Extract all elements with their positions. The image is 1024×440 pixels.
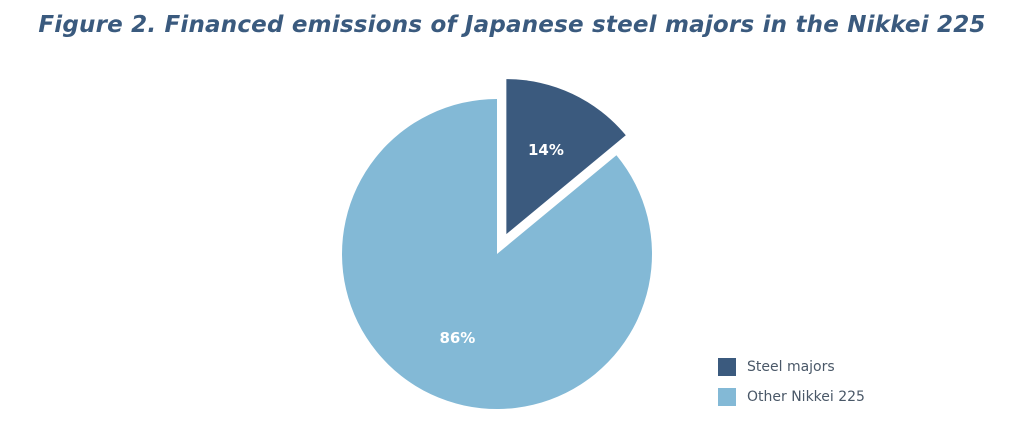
- data-label-steel-majors: 14%: [528, 141, 564, 159]
- legend-swatch-steel-majors: [718, 358, 736, 376]
- legend-label-steel-majors: Steel majors: [747, 359, 835, 375]
- pie-slice-other-nikkei-225: [342, 99, 652, 409]
- chart-title: Figure 2. Financed emissions of Japanese…: [38, 12, 986, 38]
- pie-slice-steel-majors: [506, 79, 626, 235]
- legend: Steel majors Other Nikkei 225: [718, 356, 865, 416]
- legend-label-other-nikkei: Other Nikkei 225: [747, 389, 865, 405]
- data-label-other-nikkei-225: 86%: [439, 329, 475, 347]
- legend-item-steel-majors: Steel majors: [718, 356, 865, 378]
- legend-swatch-other-nikkei: [718, 388, 736, 406]
- legend-item-other-nikkei: Other Nikkei 225: [718, 386, 865, 408]
